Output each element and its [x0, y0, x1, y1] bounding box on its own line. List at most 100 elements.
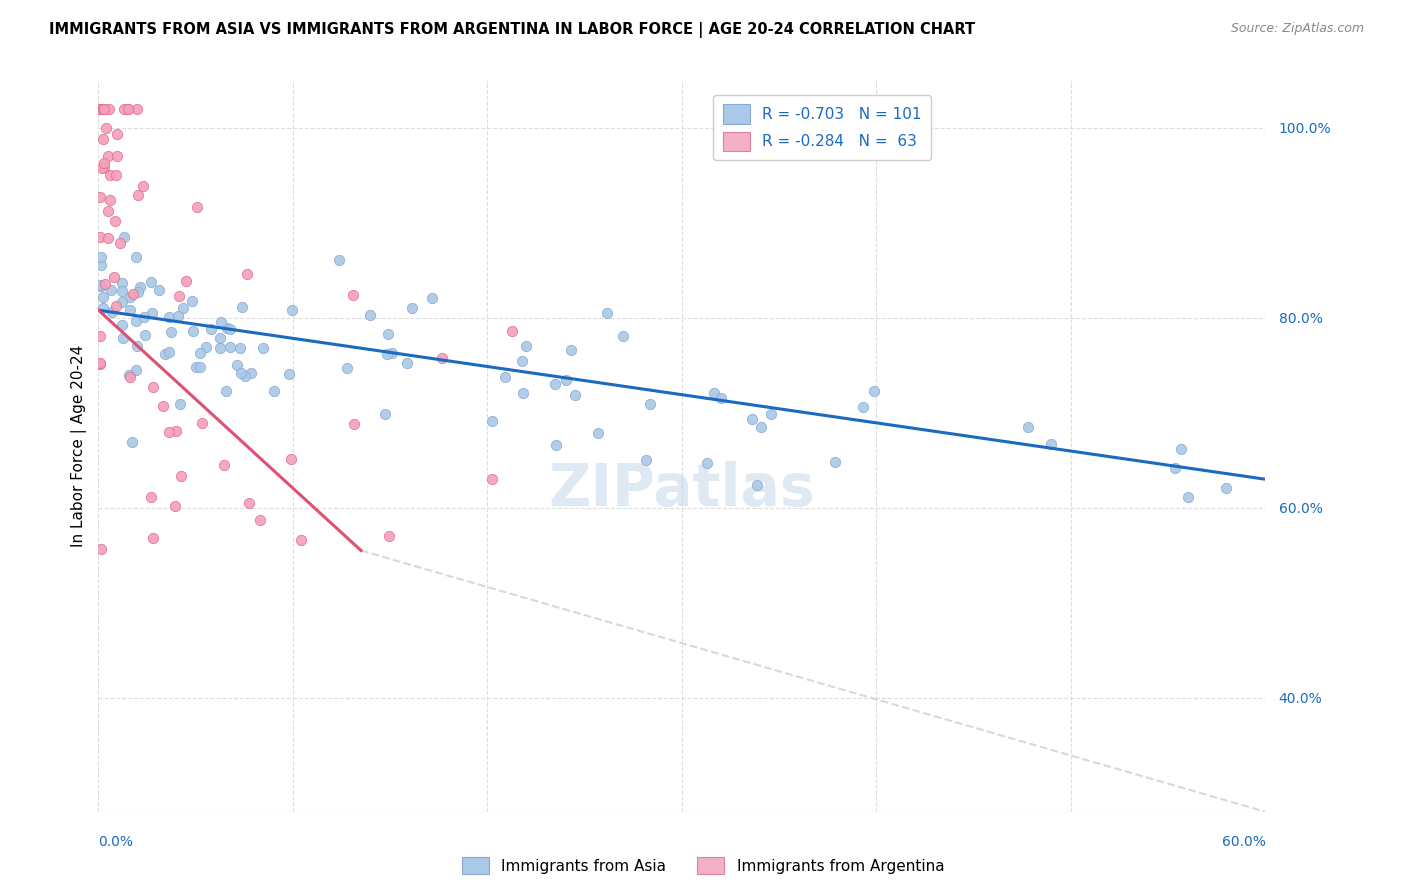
Point [494, 370, 516, 384]
Point [749, 420, 772, 434]
Point [157, 345, 180, 359]
Point [160, 325, 183, 339]
Point [148, 283, 170, 297]
Point [153, 347, 176, 361]
Point [430, 351, 453, 366]
Point [141, 305, 163, 319]
Point [105, 149, 128, 163]
Point [104, 299, 127, 313]
Point [120, 303, 142, 318]
Point [105, 127, 128, 141]
Point [252, 341, 274, 355]
Point [134, 328, 156, 343]
Point [217, 320, 239, 334]
Point [111, 277, 134, 291]
Point [93, 301, 115, 315]
Point [89, 230, 111, 244]
Point [181, 324, 204, 338]
Text: Source: ZipAtlas.com: Source: ZipAtlas.com [1230, 22, 1364, 36]
Point [328, 253, 350, 268]
Point [200, 321, 222, 335]
Point [219, 321, 242, 335]
Point [100, 284, 122, 298]
Point [741, 412, 763, 426]
Point [127, 339, 149, 353]
Point [103, 270, 125, 285]
Point [96, 120, 118, 135]
Point [564, 388, 586, 402]
Point [209, 315, 232, 329]
Point [117, 102, 139, 116]
Point [142, 380, 165, 394]
Point [209, 341, 232, 355]
Point [112, 102, 135, 116]
Point [172, 301, 194, 316]
Point [231, 300, 253, 314]
Point [141, 276, 163, 290]
Point [112, 330, 135, 344]
Point [167, 309, 190, 323]
Point [378, 529, 401, 543]
Point [554, 373, 576, 387]
Point [863, 384, 886, 398]
Point [101, 304, 124, 318]
Point [1017, 419, 1039, 434]
Point [191, 416, 214, 430]
Point [1215, 481, 1237, 495]
Point [90, 542, 112, 557]
Point [91, 132, 114, 146]
Point [215, 384, 238, 398]
Point [181, 293, 204, 308]
Point [89, 357, 111, 371]
Point [167, 289, 190, 303]
Point [131, 179, 153, 194]
Point [481, 413, 503, 427]
Point [122, 287, 145, 301]
Point [111, 318, 134, 332]
Point [515, 339, 537, 353]
Point [117, 102, 139, 116]
Point [157, 310, 180, 325]
Legend: Immigrants from Asia, Immigrants from Argentina: Immigrants from Asia, Immigrants from Ar… [456, 851, 950, 880]
Point [612, 329, 634, 343]
Text: 60.0%: 60.0% [1222, 836, 1265, 849]
Point [481, 472, 503, 486]
Point [263, 384, 285, 399]
Point [111, 295, 134, 310]
Point [97, 231, 120, 245]
Point [235, 369, 257, 384]
Point [377, 327, 399, 342]
Point [89, 190, 111, 204]
Point [125, 313, 148, 327]
Point [125, 251, 148, 265]
Point [595, 306, 617, 320]
Point [510, 354, 533, 368]
Point [395, 356, 418, 370]
Point [703, 385, 725, 400]
Point [186, 200, 208, 214]
Point [280, 452, 302, 467]
Point [544, 377, 567, 392]
Point [190, 360, 212, 375]
Point [89, 102, 111, 116]
Point [759, 407, 782, 421]
Point [745, 477, 768, 491]
Point [381, 346, 404, 360]
Point [93, 156, 115, 170]
Point [420, 291, 443, 305]
Point [97, 203, 120, 218]
Point [129, 280, 152, 294]
Point [94, 277, 117, 291]
Point [359, 308, 381, 322]
Point [170, 468, 193, 483]
Point [98, 102, 121, 116]
Point [89, 102, 111, 116]
Point [212, 458, 235, 472]
Point [249, 513, 271, 527]
Point [852, 400, 875, 414]
Point [125, 362, 148, 376]
Point [229, 341, 252, 355]
Point [336, 360, 359, 375]
Point [169, 397, 191, 411]
Point [139, 490, 162, 504]
